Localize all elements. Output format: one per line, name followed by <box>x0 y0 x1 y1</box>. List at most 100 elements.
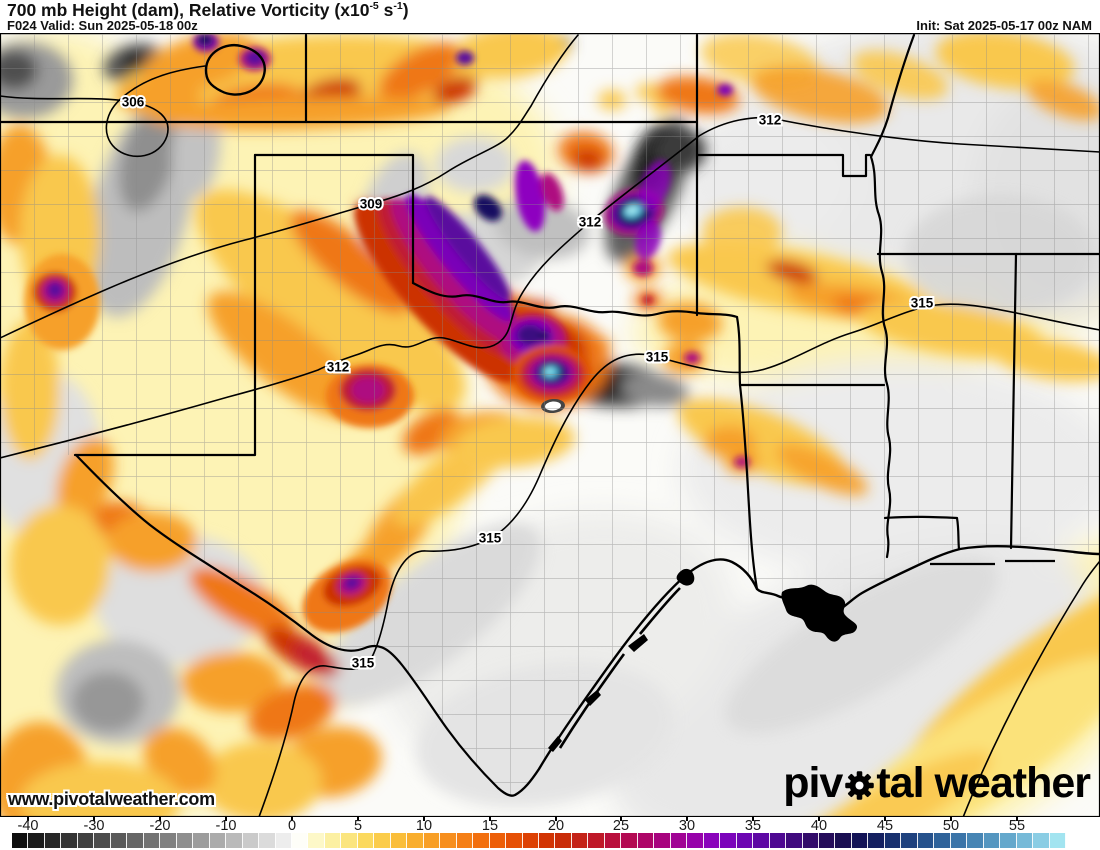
colorbar-cell <box>456 833 474 848</box>
contour-306 <box>0 65 206 158</box>
coastline <box>514 545 1100 797</box>
border-la-ms <box>883 515 961 551</box>
colorbar-cell <box>851 833 869 848</box>
colorbar-cell <box>61 833 78 848</box>
border-mo-ar <box>695 153 872 178</box>
contour-309 <box>0 34 579 339</box>
colorbar-tickmark <box>884 816 886 821</box>
colorbar-cell <box>324 833 342 848</box>
colorbar-tickmark <box>27 816 29 821</box>
colorbar-tick-label: 35 <box>744 818 762 834</box>
colorbar-cell <box>753 833 770 848</box>
colorbar-cell <box>555 833 572 848</box>
colorbar-cell <box>769 833 787 848</box>
colorbar-cell <box>687 833 704 848</box>
colorbar-cell <box>242 833 260 848</box>
colorbar-cell <box>423 833 441 848</box>
colorbar-tick-label: -30 <box>83 818 105 834</box>
map-canvas: 306 309 312 312 312 315 315 315 315 <box>0 33 1100 817</box>
colorbar-tick-label: 55 <box>1008 818 1026 834</box>
coastal-bays <box>548 634 648 752</box>
contour-label: 309 <box>360 197 383 212</box>
colorbar-tickmark <box>620 816 622 821</box>
colorbar-cell <box>621 833 638 848</box>
colorbar-cell <box>917 833 935 848</box>
colorbar-cell <box>94 833 111 848</box>
colorbar-cell <box>983 833 1001 848</box>
watermark-url: www.pivotalweather.com <box>8 789 215 809</box>
border-nm-tx <box>73 153 257 457</box>
colorbar-cell <box>226 833 243 848</box>
init-time-label: Init: Sat 2025-05-17 00z NAM <box>916 18 1092 33</box>
colorbar-tickmark <box>159 816 161 821</box>
colorbar-cell <box>341 833 358 848</box>
contour-label: 315 <box>911 296 934 311</box>
colorbar-cell <box>654 833 671 848</box>
colorbar-cell <box>1033 833 1050 848</box>
colorbar-tick-label: -20 <box>149 818 171 834</box>
contour-labels: 306 309 312 312 312 315 315 315 315 <box>120 93 936 673</box>
state-borders <box>0 33 1100 797</box>
colorbar-cell <box>1016 833 1034 848</box>
contour-label: 306 <box>122 95 145 110</box>
border-tx-east <box>735 315 759 591</box>
colorbar-tick-label: 15 <box>481 818 499 834</box>
border-red-river <box>411 281 739 319</box>
pivotal-weather-logo: piv tal weather <box>783 758 1091 807</box>
gear-icon <box>845 770 875 800</box>
colorbar-tickmark <box>225 816 227 821</box>
colorbar-cell <box>506 833 523 848</box>
colorbar-tickmark <box>686 816 688 821</box>
colorbar-cell <box>110 833 128 848</box>
contour-label: 315 <box>646 350 669 365</box>
colorbar-tick-label: 10 <box>415 818 433 834</box>
colorbar-tickmark <box>291 816 293 821</box>
colorbar-tickmark <box>93 816 95 821</box>
colorbar-cell <box>176 833 194 848</box>
colorbar: -40 -30 -20 -10 0 5 10 15 20 25 30 35 40 45 50 55 <box>0 816 1100 850</box>
colorbar-cell <box>670 833 688 848</box>
colorbar-cell <box>1000 833 1017 848</box>
colorbar-cell <box>357 833 375 848</box>
border-ok-panhandle <box>253 153 415 285</box>
colorbar-cell <box>44 833 62 848</box>
colorbar-cell <box>786 833 803 848</box>
colorbar-tickmark <box>423 816 425 821</box>
gulf-islands <box>930 559 1055 566</box>
contour-label: 315 <box>479 531 502 546</box>
colorbar-cell <box>703 833 721 848</box>
colorbar-cell <box>390 833 408 848</box>
colorbar-cell <box>308 833 325 848</box>
page-title: 700 mb Height (dam), Relative Vorticity … <box>7 0 409 20</box>
logo-text-right: tal weather <box>876 758 1091 807</box>
colorbar-cell <box>818 833 836 848</box>
colorbar-tick-label: 40 <box>810 818 828 834</box>
colorbar-cell <box>160 833 177 848</box>
colorbar-cell <box>259 833 276 848</box>
colorbar-cell <box>967 833 984 848</box>
colorbar-cell <box>571 833 589 848</box>
mississippi-delta <box>781 584 858 642</box>
colorbar-cell <box>374 833 391 848</box>
colorbar-cell <box>193 833 210 848</box>
colorbar-cell <box>934 833 951 848</box>
colorbar-tick-label: 20 <box>547 818 565 834</box>
forecast-valid-label: F024 Valid: Sun 2025-05-18 00z <box>7 18 198 33</box>
colorbar-cell <box>209 833 227 848</box>
contour-315 <box>258 303 1100 817</box>
galveston-bay <box>676 568 695 586</box>
colorbar-cell <box>720 833 737 848</box>
border-rio-grande <box>74 453 517 797</box>
colorbar-tick-label: -10 <box>215 818 237 834</box>
colorbar-cell <box>28 833 45 848</box>
colorbar-tick-label: 45 <box>876 818 894 834</box>
colorbar-tickmark <box>489 816 491 821</box>
colorbar-cell <box>522 833 539 848</box>
contour-312 <box>0 116 1100 459</box>
contour-label: 315 <box>352 656 375 671</box>
border-ms-al <box>1009 252 1018 550</box>
colorbar-cell <box>275 833 292 848</box>
colorbar-cell <box>473 833 490 848</box>
colorbar-tick-label: 0 <box>287 818 297 834</box>
colorbar-tickmark <box>818 816 820 821</box>
